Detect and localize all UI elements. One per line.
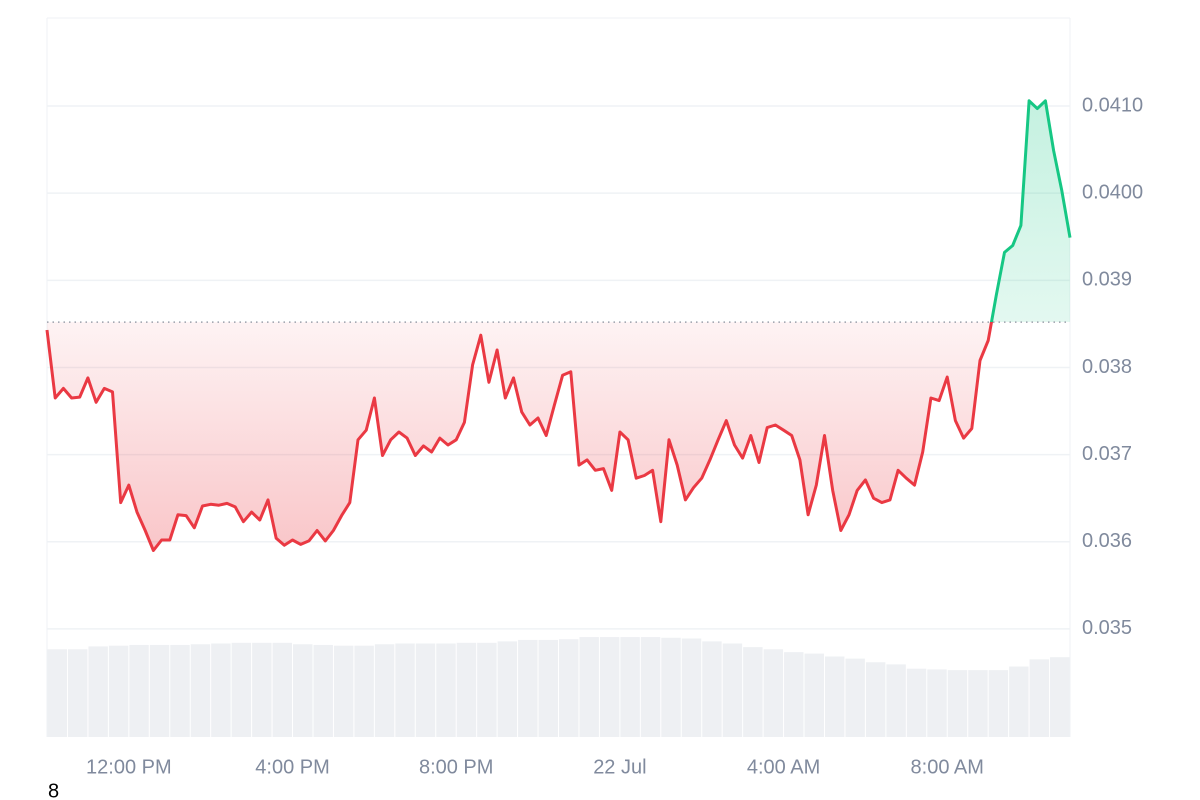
y-tick-label: 0.035: [1082, 617, 1132, 639]
x-tick-label: 4:00 PM: [255, 756, 329, 778]
volume-bar: [988, 670, 1009, 737]
y-tick-label: 0.0410: [1082, 94, 1143, 116]
volume-bar: [374, 644, 395, 737]
y-tick-label: 0.039: [1082, 269, 1132, 291]
volume-bar: [538, 639, 558, 737]
volume-bar: [906, 668, 927, 737]
volume-bar: [947, 670, 968, 737]
volume-bar: [661, 637, 681, 737]
x-tick-label: 12:00 PM: [86, 756, 172, 778]
x-tick-label: 22 Jul: [593, 756, 646, 778]
volume-bar: [211, 643, 231, 737]
volume-bar: [763, 649, 784, 737]
volume-bar: [190, 644, 211, 737]
volume-bar: [231, 642, 252, 737]
volume-bar: [497, 641, 518, 737]
volume-bar: [579, 637, 599, 737]
volume-bar: [149, 644, 170, 737]
price-area: [47, 100, 1070, 551]
x-tick-label: 8:00 PM: [419, 756, 493, 778]
price-line: [45, 99, 1072, 552]
volume-bar: [599, 637, 620, 737]
volume-bar: [88, 646, 108, 737]
volume-bar: [518, 639, 538, 737]
volume-bar: [620, 637, 640, 737]
volume-bar: [927, 669, 947, 737]
y-tick-label: 0.037: [1082, 443, 1132, 465]
volume-bar: [436, 643, 456, 737]
volume-bar: [824, 656, 845, 737]
volume-bar: [272, 642, 293, 737]
volume-bar: [865, 662, 886, 737]
volume-bar: [702, 641, 722, 737]
volume-bar: [129, 644, 149, 737]
volume-bar: [743, 647, 763, 737]
volume-bar: [1050, 657, 1070, 737]
volume-bar: [47, 649, 67, 737]
volume-bar: [108, 645, 129, 737]
volume-bar: [293, 644, 313, 737]
volume-bar: [333, 645, 354, 737]
volume-bar: [395, 643, 415, 737]
x-tick-label: 4:00 AM: [747, 756, 820, 778]
footnote: 8: [48, 780, 59, 800]
volume-bar: [845, 658, 865, 737]
volume-bar: [559, 639, 579, 737]
x-tick-label: 8:00 AM: [911, 756, 984, 778]
volume-bar: [477, 642, 497, 737]
volume-bar: [968, 670, 988, 737]
volume-bar: [67, 649, 88, 737]
volume-bar: [313, 644, 333, 737]
volume-bar: [1009, 666, 1029, 737]
volume-bar: [886, 664, 906, 737]
y-tick-label: 0.0400: [1082, 181, 1143, 203]
volume-bar: [354, 645, 374, 737]
volume-bar: [722, 643, 743, 737]
volume-bar: [1029, 659, 1050, 737]
y-tick-label: 0.038: [1082, 356, 1132, 378]
volume-bar: [456, 642, 477, 737]
volume-bar: [681, 638, 702, 737]
volume-bar: [784, 652, 804, 737]
volume-bar: [252, 642, 272, 737]
y-tick-label: 0.036: [1082, 530, 1132, 552]
volume-bar: [415, 643, 436, 737]
volume-bar: [170, 644, 190, 737]
volume-bar: [804, 653, 824, 737]
volume-bar: [640, 637, 661, 737]
